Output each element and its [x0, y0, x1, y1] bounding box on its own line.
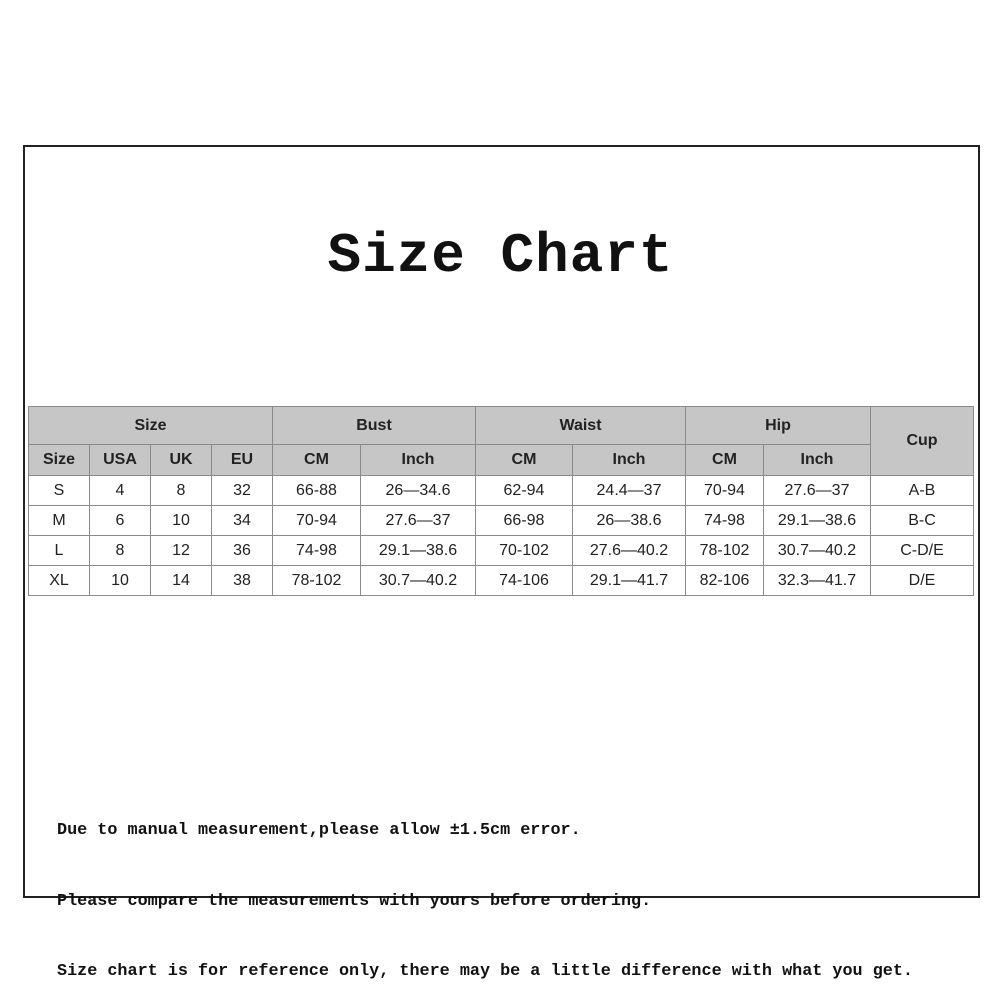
table-cell: 74-106	[475, 565, 573, 596]
table-cell: 12	[150, 535, 212, 566]
table-cell: 70-102	[475, 535, 573, 566]
table-row: S 4 8 32 66-88 26—34.6 62-94 24.4—37 70-94 27.6—3…	[28, 475, 974, 506]
table-cell: 66-98	[475, 505, 573, 536]
table-cell: 27.6—37	[763, 475, 871, 506]
notes: Due to manual measurement,please allow ±…	[57, 772, 913, 1007]
table-cell: D/E	[870, 565, 974, 596]
group-header-cup: Cup	[870, 406, 974, 476]
table-row: L 8 12 36 74-98 29.1—38.6 70-102 27.6—40.2 78-10…	[28, 535, 974, 566]
table-cell: S	[28, 475, 90, 506]
table-cell: 27.6—40.2	[572, 535, 686, 566]
table-cell: 24.4—37	[572, 475, 686, 506]
table-cell: 29.1—38.6	[763, 505, 871, 536]
table-cell: 66-88	[272, 475, 361, 506]
table-cell: 78-102	[272, 565, 361, 596]
page-title: Size Chart	[327, 224, 674, 288]
table-cell: 4	[89, 475, 151, 506]
table-cell: 26—34.6	[360, 475, 476, 506]
table-cell: 8	[150, 475, 212, 506]
column-header: UK	[150, 444, 212, 476]
table-cell: 27.6—37	[360, 505, 476, 536]
note-line: Due to manual measurement,please allow ±…	[57, 821, 581, 840]
table-cell: 32	[211, 475, 273, 506]
column-header: CM	[272, 444, 361, 476]
table-row: XL 10 14 38 78-102 30.7—40.2 74-106 29.1—41.7 82…	[28, 565, 974, 596]
group-header-waist: Waist	[475, 406, 686, 445]
group-header-size: Size	[28, 406, 273, 445]
note-line: Please compare the measurements with you…	[57, 891, 652, 911]
table-cell: 29.1—38.6	[360, 535, 476, 566]
table-cell: 30.7—40.2	[763, 535, 871, 566]
column-header: USA	[89, 444, 151, 476]
table-cell: 29.1—41.7	[572, 565, 686, 596]
table-cell: 14	[150, 565, 212, 596]
table-cell: 74-98	[685, 505, 764, 536]
table-cell: 26—38.6	[572, 505, 686, 536]
column-header: Size	[28, 444, 90, 476]
table-cell: 6	[89, 505, 151, 536]
table-cell: 8	[89, 535, 151, 566]
size-table: Size Bust Waist Hip Cup Size USA UK EU CM Inc…	[28, 406, 974, 596]
chart-frame	[23, 145, 980, 898]
table-cell: 70-94	[272, 505, 361, 536]
table-cell: B-C	[870, 505, 974, 536]
table-cell: 82-106	[685, 565, 764, 596]
table-cell: L	[28, 535, 90, 566]
table-cell: A-B	[870, 475, 974, 506]
column-header: Inch	[360, 444, 476, 476]
note-line: Size chart is for reference only, there …	[57, 962, 913, 981]
table-row: M 6 10 34 70-94 27.6—37 66-98 26—38.6 74-98 29.1—…	[28, 505, 974, 536]
table-cell: 74-98	[272, 535, 361, 566]
table-cell: 34	[211, 505, 273, 536]
column-header: Inch	[572, 444, 686, 476]
column-header: CM	[475, 444, 573, 476]
table-cell: 38	[211, 565, 273, 596]
group-header-hip: Hip	[685, 406, 871, 445]
group-header-bust: Bust	[272, 406, 476, 445]
table-cell: 36	[211, 535, 273, 566]
column-header: EU	[211, 444, 273, 476]
table-cell: M	[28, 505, 90, 536]
table-cell: 78-102	[685, 535, 764, 566]
table-cell: 30.7—40.2	[360, 565, 476, 596]
table-cell: C-D/E	[870, 535, 974, 566]
column-header: Inch	[763, 444, 871, 476]
table-cell: 10	[89, 565, 151, 596]
table-cell: 62-94	[475, 475, 573, 506]
column-header: CM	[685, 444, 764, 476]
table-cell: 32.3—41.7	[763, 565, 871, 596]
table-cell: 70-94	[685, 475, 764, 506]
table-cell: XL	[28, 565, 90, 596]
table-cell: 10	[150, 505, 212, 536]
